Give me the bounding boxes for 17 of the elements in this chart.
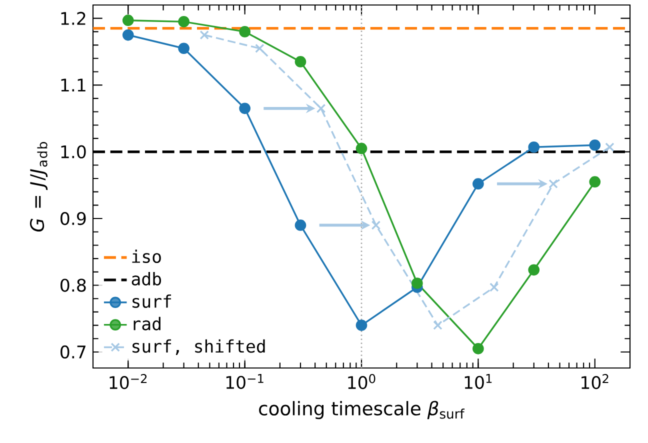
x-tick-label: 10$^{2}$ bbox=[582, 374, 608, 390]
legend-label: surf bbox=[132, 294, 172, 308]
y-tick-label: 0.7 bbox=[60, 345, 86, 359]
x-tick-label: 10$^{0}$ bbox=[348, 374, 376, 390]
y-tick-label: 1.0 bbox=[61, 145, 86, 158]
legend-label: iso bbox=[132, 250, 161, 264]
y-tick-label: 0.9 bbox=[60, 212, 86, 226]
y-tick-label: 1.2 bbox=[61, 12, 86, 25]
x-tick-label: 10$^{−1}$ bbox=[226, 374, 264, 389]
legend-label: surf, shifted bbox=[132, 339, 265, 355]
x-tick-label: 10$^{−2}$ bbox=[110, 374, 147, 390]
legend-label: adb bbox=[132, 272, 162, 286]
y-tick-label: 1.1 bbox=[61, 78, 86, 92]
y-tick-label: 0.8 bbox=[60, 278, 86, 292]
legend-label: rad bbox=[134, 316, 160, 330]
x-tick-label: 10$^{1}$ bbox=[464, 374, 492, 389]
x-axis-title: cooling timescale β$_{surf}$ bbox=[259, 400, 465, 420]
